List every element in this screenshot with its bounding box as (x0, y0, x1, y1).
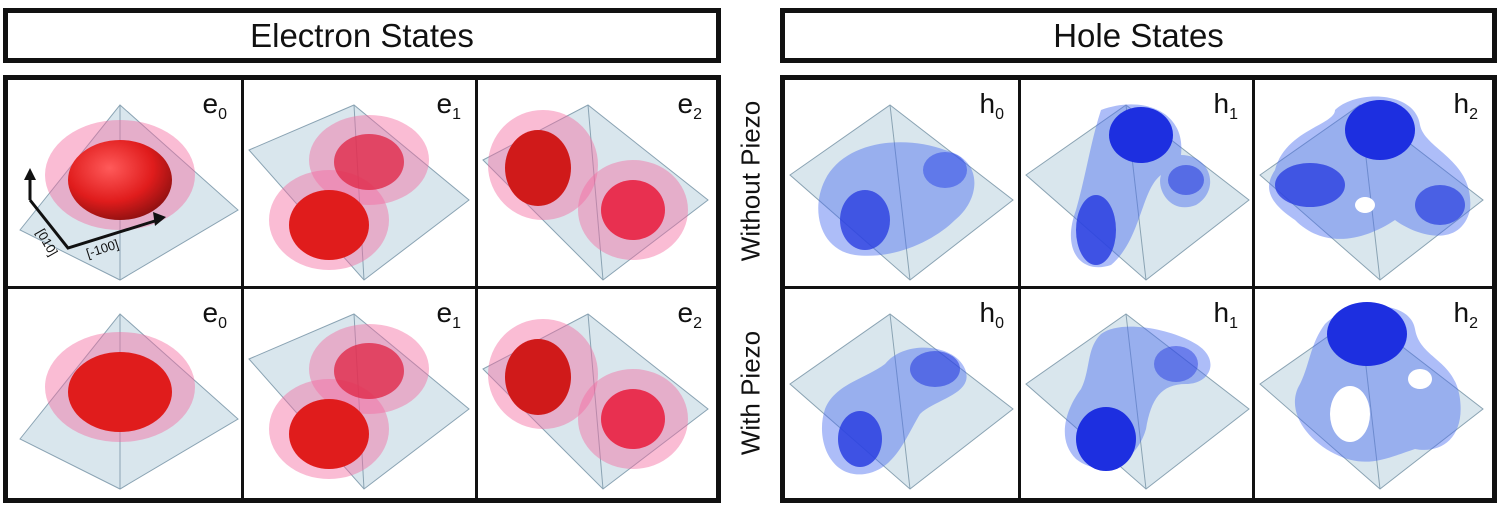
cell-without-e0: [010] [-100] e0 (8, 80, 241, 286)
electron-grid: [010] [-100] e0 e1 e2 (3, 75, 721, 503)
state-label-without-e1: e1 (436, 88, 461, 123)
cell-with-h2: h2 (1255, 289, 1492, 498)
cell-with-e2: e2 (478, 289, 716, 498)
cell-without-e2: e2 (478, 80, 716, 286)
hole-orbital-h1-piezo (1025, 313, 1250, 490)
state-label-with-e1: e1 (436, 297, 461, 332)
state-label-with-h2: h2 (1453, 297, 1478, 332)
hole-orbital-h0-piezo (789, 313, 1014, 490)
cell-with-e1: e1 (244, 289, 475, 498)
electron-states-title: Electron States (250, 16, 474, 54)
cell-with-h1: h1 (1021, 289, 1252, 498)
grid-divider (785, 286, 1492, 289)
electron-orbital-e1 (248, 104, 470, 281)
state-label-without-h0: h0 (979, 88, 1004, 123)
grid-divider (1252, 80, 1255, 498)
electron-orbital-e1-piezo (248, 313, 470, 490)
cell-with-h0: h0 (785, 289, 1018, 498)
hole-orbital-h1 (1025, 104, 1250, 281)
row-label-with-piezo: With Piezo (735, 330, 766, 456)
electron-states-header: Electron States (3, 8, 721, 63)
cell-without-h1: h1 (1021, 80, 1252, 286)
cell-with-e0: e0 (8, 289, 241, 498)
state-label-without-e0: e0 (202, 88, 227, 123)
hole-states-header: Hole States (780, 8, 1497, 63)
cell-without-h2: h2 (1255, 80, 1492, 286)
state-label-with-e0: e0 (202, 297, 227, 332)
cell-without-e1: e1 (244, 80, 475, 286)
state-label-without-e2: e2 (677, 88, 702, 123)
state-label-without-h2: h2 (1453, 88, 1478, 123)
electron-orbital-e2-piezo (482, 313, 709, 490)
grid-divider (1018, 80, 1021, 498)
row-label-without-piezo: Without Piezo (735, 100, 766, 262)
hole-orbital-h0 (789, 104, 1014, 281)
grid-divider (241, 80, 244, 498)
electron-orbital-e0: [010] [-100] (19, 104, 239, 281)
state-label-with-e2: e2 (677, 297, 702, 332)
electron-orbital-e0-piezo (19, 313, 239, 490)
hole-grid: h0 h1 h2 h0 (780, 75, 1497, 503)
state-label-with-h0: h0 (979, 297, 1004, 332)
grid-divider (475, 80, 478, 498)
electron-orbital-e2 (482, 104, 709, 281)
cell-without-h0: h0 (785, 80, 1018, 286)
hole-orbital-h2-piezo (1259, 302, 1484, 490)
state-label-with-h1: h1 (1213, 297, 1238, 332)
hole-states-title: Hole States (1053, 16, 1224, 54)
grid-divider (8, 286, 716, 289)
state-label-without-h1: h1 (1213, 88, 1238, 123)
hole-orbital-h2 (1259, 96, 1484, 281)
